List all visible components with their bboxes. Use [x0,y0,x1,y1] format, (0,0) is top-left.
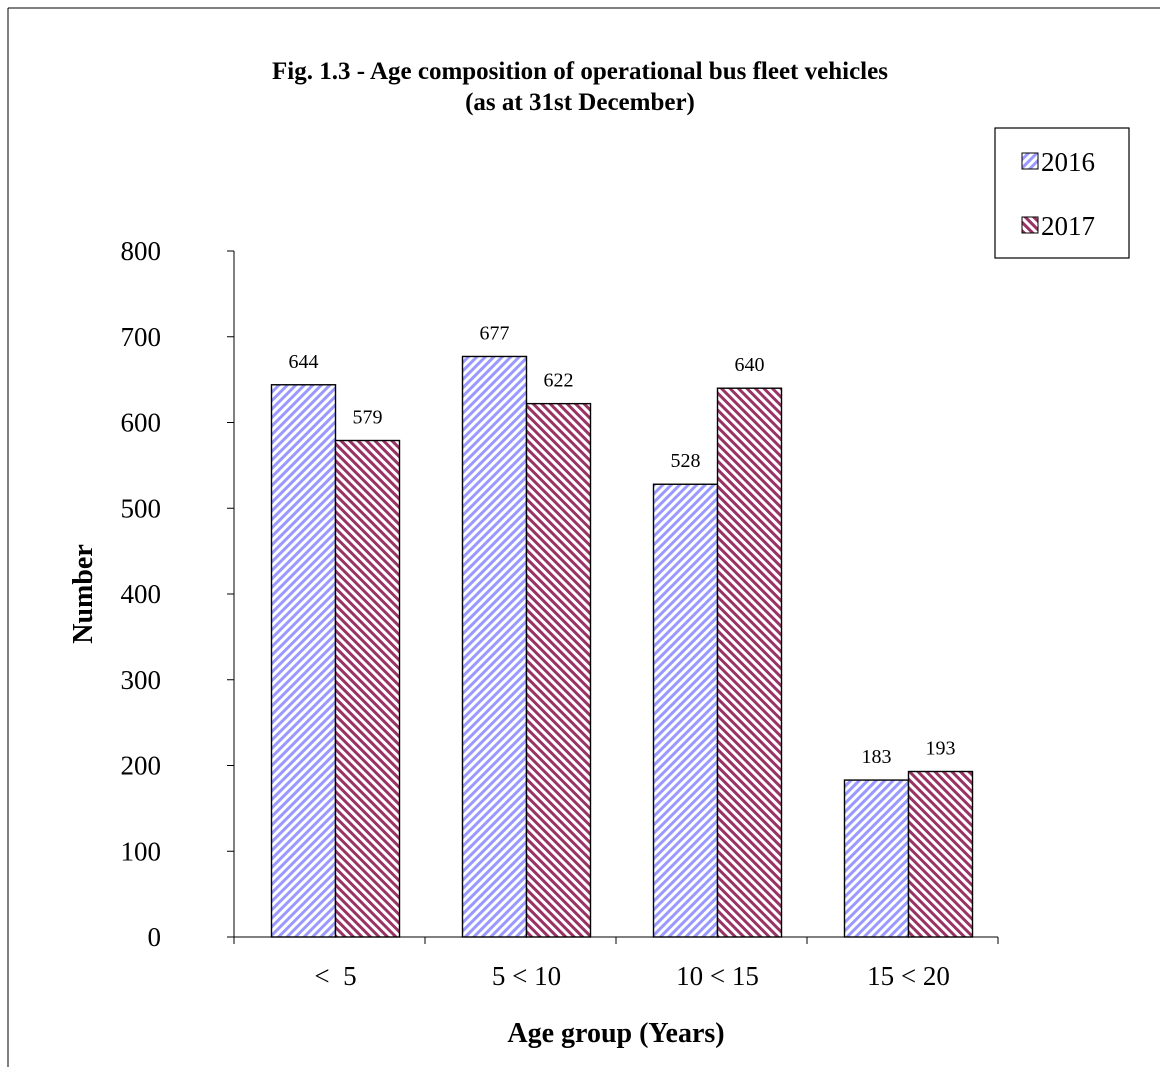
bar-2016-0 [270,384,337,938]
bar-2016-2 [652,483,719,938]
y-tick-label: 600 [121,408,162,438]
bars [270,355,974,938]
y-tick-label: 800 [121,236,162,266]
axes: 0 100 200 300 400 500 600 700 800 < 5 5 < 10 10 < 1… [121,236,999,991]
x-tick-label: < 5 [314,961,356,991]
x-tick-label: 5 < 10 [492,961,561,991]
data-label-2016-3: 183 [862,746,892,768]
bar-2017-0 [334,439,401,938]
y-axis-title: Number [68,544,99,644]
chart-title: Fig. 1.3 - Age composition of operationa… [272,58,888,85]
y-tick-label: 300 [121,665,162,695]
legend-label-2017: 2017 [1041,211,1095,241]
bar-2016-3 [843,779,910,938]
y-tick-label: 500 [121,493,162,523]
legend-label-2016: 2016 [1041,147,1095,177]
legend-box [994,127,1130,259]
data-label-2016-0: 644 [289,351,319,373]
data-label-2017-2: 640 [735,354,765,376]
y-tick-label: 400 [121,579,162,609]
x-tick-label: 10 < 15 [676,961,759,991]
bar-2016-1 [461,355,528,938]
y-tick-label: 700 [121,322,162,352]
x-axis-title: Age group (Years) [507,1018,724,1049]
legend-swatch-2017 [1021,216,1039,234]
x-tick-label: 15 < 20 [867,961,950,991]
data-label-2017-0: 579 [353,407,383,429]
legend-swatch-2016 [1021,152,1039,170]
y-tick-label: 0 [148,922,162,952]
y-tick-label: 200 [121,751,162,781]
data-label-2016-1: 677 [480,322,510,344]
y-tick-label: 100 [121,836,162,866]
bar-2017-2 [716,387,783,938]
data-label-2017-3: 193 [926,738,956,760]
data-label-2017-1: 622 [544,370,574,392]
bar-2017-3 [907,770,974,938]
data-label-2016-2: 528 [671,450,701,472]
data-labels: 644 579 677 622 528 640 183 193 [289,322,956,768]
legend: 2016 2017 [994,127,1130,259]
bar-2017-1 [525,402,592,938]
chart-subtitle: (as at 31st December) [465,89,695,116]
